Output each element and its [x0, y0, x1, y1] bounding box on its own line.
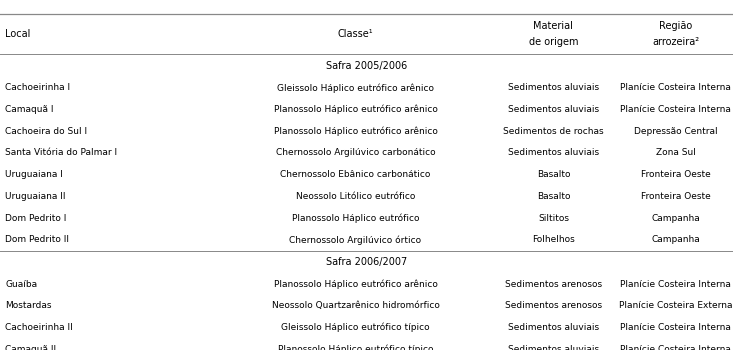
- Text: Campanha: Campanha: [652, 214, 700, 223]
- Text: Uruguaiana I: Uruguaiana I: [5, 170, 63, 179]
- Text: Sedimentos arenosos: Sedimentos arenosos: [505, 280, 602, 289]
- Text: Chernossolo Argilúvico carbonático: Chernossolo Argilúvico carbonático: [276, 148, 435, 158]
- Text: Fronteira Oeste: Fronteira Oeste: [641, 192, 711, 201]
- Text: Local: Local: [5, 29, 31, 39]
- Text: Sedimentos aluviais: Sedimentos aluviais: [508, 323, 599, 332]
- Text: Dom Pedrito I: Dom Pedrito I: [5, 214, 67, 223]
- Text: arrozeira²: arrozeira²: [652, 37, 699, 47]
- Text: Depressão Central: Depressão Central: [634, 127, 718, 136]
- Text: Sedimentos aluviais: Sedimentos aluviais: [508, 83, 599, 92]
- Text: Mostardas: Mostardas: [5, 301, 51, 310]
- Text: Planície Costeira Interna: Planície Costeira Interna: [620, 345, 732, 350]
- Text: Cachoeirinha I: Cachoeirinha I: [5, 83, 70, 92]
- Text: Classe¹: Classe¹: [338, 29, 373, 39]
- Text: Gleissolo Háplico eutrófico arênico: Gleissolo Háplico eutrófico arênico: [277, 83, 434, 93]
- Text: Safra 2005/2006: Safra 2005/2006: [326, 61, 407, 71]
- Text: Planossolo Háplico eutrófico típico: Planossolo Háplico eutrófico típico: [278, 344, 433, 350]
- Text: Planossolo Háplico eutrófico arênico: Planossolo Háplico eutrófico arênico: [273, 279, 438, 289]
- Text: Planossolo Háplico eutrófico: Planossolo Háplico eutrófico: [292, 213, 419, 223]
- Text: de origem: de origem: [528, 37, 578, 47]
- Text: Planossolo Háplico eutrófico arênico: Planossolo Háplico eutrófico arênico: [273, 105, 438, 114]
- Text: Campanha: Campanha: [652, 235, 700, 244]
- Text: Basalto: Basalto: [537, 170, 570, 179]
- Text: Neossolo Litólico eutrófico: Neossolo Litólico eutrófico: [296, 192, 415, 201]
- Text: Sedimentos de rochas: Sedimentos de rochas: [503, 127, 604, 136]
- Text: Planície Costeira Interna: Planície Costeira Interna: [620, 280, 732, 289]
- Text: Camaquã I: Camaquã I: [5, 105, 54, 114]
- Text: Chernossolo Ebânico carbonático: Chernossolo Ebânico carbonático: [280, 170, 431, 179]
- Text: Sedimentos aluviais: Sedimentos aluviais: [508, 105, 599, 114]
- Text: Guaíba: Guaíba: [5, 280, 37, 289]
- Text: Planície Costeira Interna: Planície Costeira Interna: [620, 323, 732, 332]
- Text: Uruguaiana II: Uruguaiana II: [5, 192, 66, 201]
- Text: Folhelhos: Folhelhos: [532, 235, 575, 244]
- Text: Santa Vitória do Palmar I: Santa Vitória do Palmar I: [5, 148, 117, 158]
- Text: Cachoeira do Sul I: Cachoeira do Sul I: [5, 127, 87, 136]
- Text: Camaquã II: Camaquã II: [5, 345, 56, 350]
- Text: Sedimentos arenosos: Sedimentos arenosos: [505, 301, 602, 310]
- Text: Material: Material: [534, 21, 573, 31]
- Text: Planossolo Háplico eutrófico arênico: Planossolo Háplico eutrófico arênico: [273, 126, 438, 136]
- Text: Fronteira Oeste: Fronteira Oeste: [641, 170, 711, 179]
- Text: Dom Pedrito II: Dom Pedrito II: [5, 235, 69, 244]
- Text: Safra 2006/2007: Safra 2006/2007: [326, 257, 407, 267]
- Text: Cachoeirinha II: Cachoeirinha II: [5, 323, 73, 332]
- Text: Zona Sul: Zona Sul: [656, 148, 696, 158]
- Text: Região: Região: [659, 21, 693, 31]
- Text: Sedimentos aluviais: Sedimentos aluviais: [508, 345, 599, 350]
- Text: Sedimentos aluviais: Sedimentos aluviais: [508, 148, 599, 158]
- Text: Planície Costeira Interna: Planície Costeira Interna: [620, 83, 732, 92]
- Text: Planície Costeira Externa: Planície Costeira Externa: [619, 301, 732, 310]
- Text: Planície Costeira Interna: Planície Costeira Interna: [620, 105, 732, 114]
- Text: Basalto: Basalto: [537, 192, 570, 201]
- Text: Siltitos: Siltitos: [538, 214, 569, 223]
- Text: Gleissolo Háplico eutrófico típico: Gleissolo Háplico eutrófico típico: [281, 323, 430, 332]
- Text: Neossolo Quartzarênico hidromórfico: Neossolo Quartzarênico hidromórfico: [271, 301, 440, 310]
- Text: Chernossolo Argilúvico órtico: Chernossolo Argilúvico órtico: [290, 235, 421, 245]
